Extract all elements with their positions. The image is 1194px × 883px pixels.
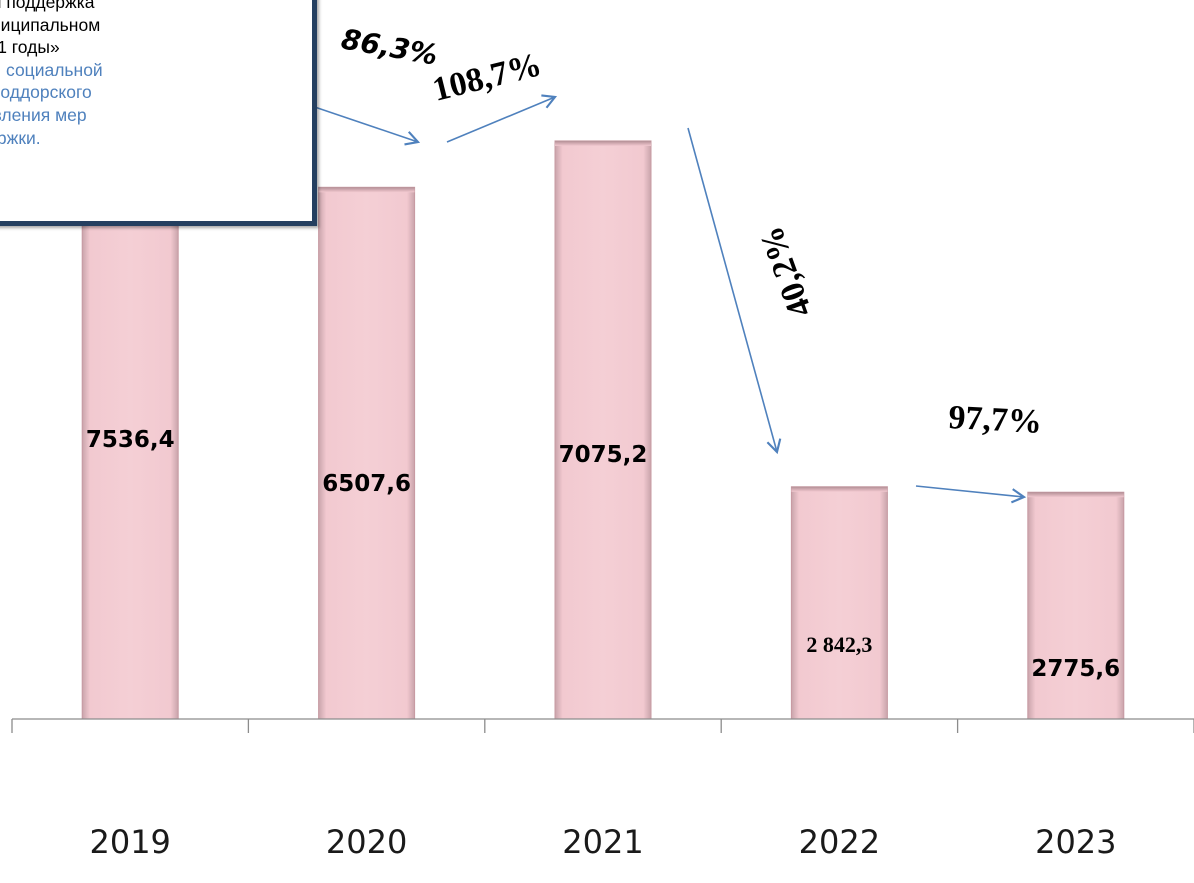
bar-top-bevel [1027,492,1124,498]
bar-2023 [1027,491,1125,720]
change-arrow-2 [446,94,558,143]
bar-top-bevel [791,486,888,492]
bar-2021 [554,140,652,720]
pct-label-4: 97,7% [948,399,1043,441]
bar-body [318,186,416,720]
bar-body [1027,491,1125,720]
x-tick-label-2023: 2023 [1035,823,1116,861]
program-title-line: Поддорском муниципальном [0,14,101,35]
bar-2022 [790,486,888,720]
pct-label-2: 108,7% [429,46,545,109]
x-tick-label-2020: 2020 [326,823,407,861]
program-title-line: оне на 2017-2021 годы» [0,37,60,58]
value-label-2021: 7075,2 [559,442,648,468]
x-tick-label-2022: 2022 [799,823,880,861]
change-arrow-4 [915,485,1027,504]
bar-top-bevel [555,140,651,146]
x-tick-label-2021: 2021 [562,823,643,861]
program-title-line: ма «Социальная поддержка [0,0,95,12]
value-label-2022: 2 842,3 [806,632,872,657]
program-goal-line: ности граждан Поддорского [0,82,92,103]
program-goal-line: вышение уровня социальной [0,59,103,80]
bar-2020 [318,186,416,720]
bar-top-bevel [318,187,415,193]
bar-body [554,140,652,720]
value-label-2019: 7536,4 [86,427,175,453]
program-goal-line: циальной поддержки. [0,127,41,148]
x-tick-label-2019: 2019 [89,823,170,861]
value-label-2023: 2775,6 [1031,656,1120,682]
program-goal-line: путем предоставления мер [0,104,87,125]
bar-body [790,486,888,720]
pct-label-3: 40,2% [753,221,820,322]
change-arrow-3 [687,127,782,455]
program-info-box: ма «Социальная поддержка Поддорском муни… [0,0,317,226]
pct-label-1: 86,3% [339,22,440,71]
value-label-2020: 6507,6 [322,471,411,497]
